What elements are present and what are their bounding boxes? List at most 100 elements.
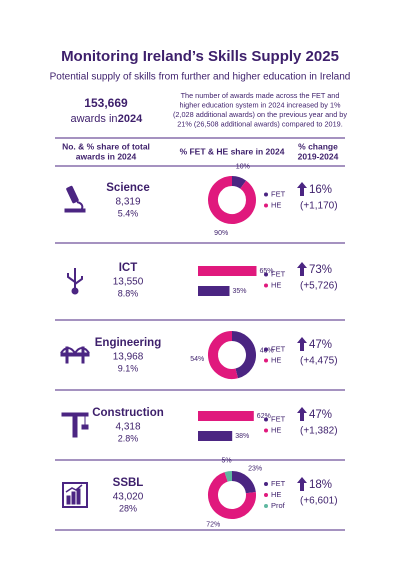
icon-part (66, 495, 71, 505)
row-change: 73% (309, 264, 332, 276)
data-label: 62% (257, 413, 271, 420)
note-line: 21% (26,508 additional awards) compared … (177, 119, 343, 128)
up-arrow (297, 337, 307, 351)
legend-swatch (264, 272, 268, 277)
column-header: awards in 2024 (76, 151, 137, 161)
row-change: 16% (309, 184, 332, 196)
legend-label: FET (271, 269, 286, 278)
icon (60, 346, 90, 364)
up-arrow (297, 477, 307, 491)
bar (198, 431, 233, 441)
row-name: Engineering (95, 337, 161, 349)
icon (62, 482, 88, 508)
row-awards: 13,550 (113, 277, 144, 288)
column-header: 2019-2024 (298, 151, 339, 161)
row-name: ICT (119, 262, 138, 274)
summary-total: 153,669 (84, 96, 128, 110)
row-change-abs: (+1,382) (300, 426, 338, 437)
donut-segment (224, 471, 233, 482)
row-awards: 4,318 (115, 422, 140, 433)
legend-label: FET (271, 414, 286, 423)
icon-part (65, 484, 83, 493)
icon-part (72, 412, 78, 438)
row-change-abs: (+4,475) (300, 356, 338, 367)
donut-segment (231, 176, 247, 189)
note-line: higher education system in 2024 increase… (179, 100, 341, 109)
icon-part (66, 185, 79, 204)
row-name: Science (106, 182, 149, 194)
icon-part (67, 273, 83, 285)
icon-part (81, 346, 85, 364)
data-label: 90% (214, 230, 228, 237)
row-share: 5.4% (118, 208, 139, 218)
legend-swatch (264, 504, 268, 508)
icon-part (65, 346, 69, 364)
legend-swatch (264, 192, 268, 197)
row-share: 2.8% (118, 433, 139, 443)
legend-label: HE (271, 490, 281, 499)
row-change-abs: (+5,726) (300, 281, 338, 292)
data-label: 65% (260, 268, 274, 275)
donut-segment (231, 331, 256, 379)
icon-part (61, 412, 89, 417)
legend-label: HE (271, 200, 281, 209)
row-change-abs: (+6,601) (300, 496, 338, 507)
icon (61, 412, 89, 438)
row-awards: 13,968 (113, 352, 144, 363)
legend-label: HE (271, 280, 281, 289)
bar (198, 286, 230, 296)
legend-label: FET (271, 344, 286, 353)
icon-part (71, 491, 76, 505)
legend-swatch (264, 482, 268, 486)
data-label: 35% (233, 288, 247, 295)
data-label: 23% (248, 466, 262, 473)
note-line: (2,028 additional awards) on the previou… (173, 110, 347, 119)
row-share: 9.1% (118, 363, 139, 373)
legend-label: Prof (271, 501, 286, 510)
bar (198, 266, 257, 276)
summary-text: awards in (70, 113, 117, 125)
donut-segment (231, 471, 256, 494)
icon-part (71, 287, 79, 295)
bar (198, 411, 254, 421)
row-change: 47% (309, 409, 332, 421)
icon-part (62, 482, 88, 508)
icon (64, 185, 86, 213)
up-arrow (297, 407, 307, 421)
icon-part (64, 208, 86, 213)
row-share: 28% (119, 503, 137, 513)
legend-swatch (264, 347, 268, 352)
donut-segment (208, 331, 238, 379)
row-change: 18% (309, 479, 332, 491)
legend-swatch (264, 428, 268, 433)
icon (67, 268, 83, 295)
row-name: Construction (92, 407, 164, 419)
donut-segment (208, 472, 256, 519)
data-label: 10% (236, 164, 250, 171)
data-label: 54% (190, 356, 204, 363)
legend-label: HE (271, 355, 281, 364)
legend-label: FET (271, 479, 286, 488)
icon-part (81, 424, 89, 430)
row-change: 47% (309, 339, 332, 351)
up-arrow (297, 262, 307, 276)
column-header: % FET & HE share in 2024 (180, 146, 285, 156)
subtitle: Potential supply of skills from further … (50, 72, 351, 83)
note-line: The number of awards made across the FET… (181, 91, 340, 100)
icon-part (76, 201, 84, 212)
icon-part (76, 488, 81, 505)
row-name: SSBL (113, 477, 144, 489)
data-label: 38% (235, 433, 249, 440)
legend-swatch (264, 417, 268, 422)
up-arrow (297, 182, 307, 196)
legend-swatch (264, 283, 268, 288)
row-awards: 8,319 (115, 197, 140, 208)
column-header: % change (298, 141, 338, 151)
legend-label: FET (271, 189, 286, 198)
column-header: No. & % share of total (62, 141, 150, 151)
donut-segment (208, 176, 256, 224)
legend-swatch (264, 358, 268, 363)
row-change-abs: (+1,170) (300, 201, 338, 212)
row-awards: 43,020 (113, 492, 144, 503)
